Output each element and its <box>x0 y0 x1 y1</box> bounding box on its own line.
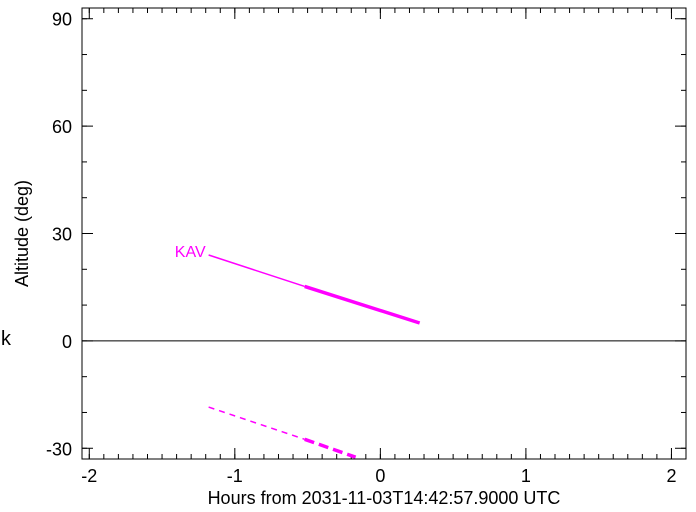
y-tick-label: 0 <box>62 332 72 352</box>
x-tick-label: -1 <box>227 466 243 486</box>
y-tick-label: 90 <box>52 10 72 30</box>
tick-labels: -2 -1 0 1 2 -30 0 30 60 90 <box>46 10 676 486</box>
x-axis-title: Hours from 2031-11-03T14:42:57.9000 UTC <box>208 488 561 508</box>
series-layer <box>208 254 421 459</box>
y-tick-label: 60 <box>52 117 72 137</box>
plot-frame <box>81 7 687 460</box>
minor-ticks <box>82 8 687 459</box>
series-segment-solid-thick <box>304 284 421 325</box>
y-tick-label: -30 <box>46 439 72 459</box>
major-ticks <box>82 8 686 459</box>
x-tick-label: 1 <box>521 466 531 486</box>
y-axis-title: Altitude (deg) <box>12 180 32 287</box>
x-tick-label: 2 <box>666 466 676 486</box>
series-segment-dashed-thick <box>304 437 357 459</box>
series-label-kav: KAV <box>175 244 206 261</box>
x-tick-label: 0 <box>375 466 385 486</box>
x-tick-label: -2 <box>81 466 97 486</box>
series-segment-solid-thin <box>208 254 305 288</box>
y-tick-label: 30 <box>52 225 72 245</box>
series-segment-dashed-thin <box>208 406 305 441</box>
side-mark: k <box>0 329 12 352</box>
